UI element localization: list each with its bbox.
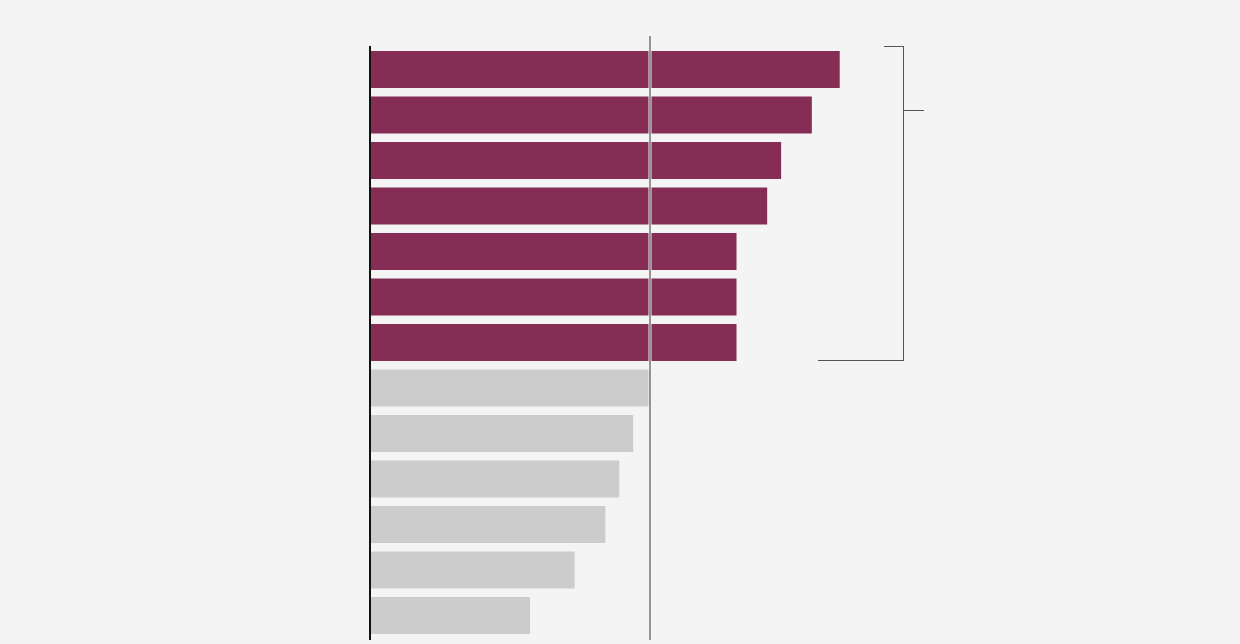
bars [371, 51, 840, 634]
bar [371, 233, 737, 270]
bar [371, 460, 620, 498]
bar [371, 415, 634, 452]
bar [371, 597, 531, 634]
bar [371, 51, 840, 88]
bar [371, 142, 782, 179]
bracket [818, 46, 924, 361]
bar [371, 187, 768, 225]
bar [371, 278, 737, 316]
bar [371, 324, 737, 361]
bar [371, 551, 575, 589]
bar [371, 506, 606, 543]
bar [371, 369, 650, 407]
bar [371, 96, 812, 134]
